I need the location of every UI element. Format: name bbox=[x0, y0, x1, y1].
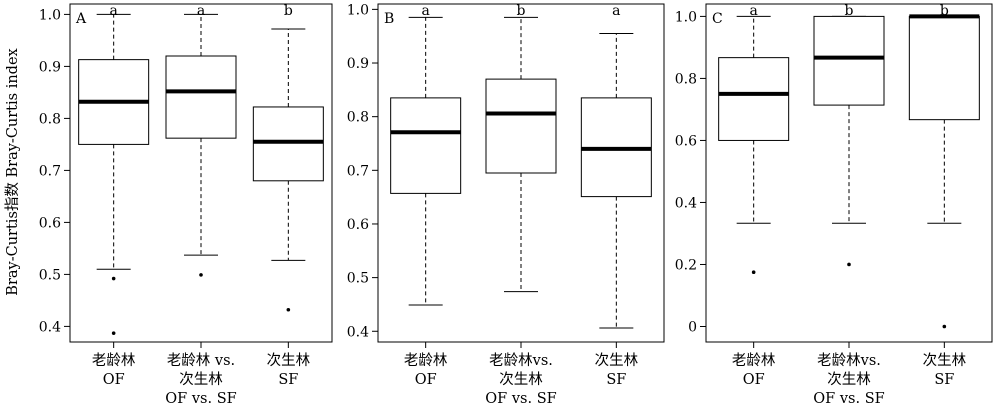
outlier-point bbox=[111, 276, 116, 281]
box-3: b 次生林 SF bbox=[908, 3, 980, 388]
category-label: 次生林 bbox=[179, 371, 223, 388]
category-label: 次生林 bbox=[923, 352, 967, 369]
significance-letter: a bbox=[612, 3, 620, 19]
box-1: a 老龄林 OF bbox=[390, 3, 462, 388]
y-tick-label: 1.0 bbox=[347, 2, 369, 18]
outlier-point bbox=[942, 324, 947, 329]
iqr-box bbox=[813, 15, 885, 106]
significance-letter: a bbox=[197, 3, 205, 19]
significance-letter: a bbox=[749, 3, 757, 19]
box-2: b 老龄林vs. 次生林 OF vs. SF bbox=[813, 3, 884, 406]
y-tick-label: 0.5 bbox=[347, 271, 369, 287]
box-1: a 老龄林 OF bbox=[718, 3, 790, 388]
y-axis-label: Bray-Curtis指数 Bray-Curtis index bbox=[4, 48, 21, 295]
y-tick-label: 0.2 bbox=[675, 257, 697, 273]
y-tick-label: 0.9 bbox=[39, 59, 61, 75]
y-tick-label: 1.0 bbox=[39, 7, 61, 23]
category-label: OF vs. SF bbox=[165, 391, 236, 406]
category-label: 次生林 bbox=[827, 371, 871, 388]
y-tick-label: 0.4 bbox=[39, 319, 61, 335]
panel-label: C bbox=[712, 11, 723, 27]
category-label: 老龄林vs. bbox=[489, 352, 553, 369]
category-label: 老龄林 vs. bbox=[167, 352, 235, 369]
y-tick-label: 0.8 bbox=[675, 71, 697, 87]
significance-letter: a bbox=[421, 3, 429, 19]
outlier-point bbox=[111, 331, 116, 335]
iqr-box bbox=[485, 78, 557, 174]
panel-label: A bbox=[75, 11, 87, 27]
iqr-box bbox=[718, 57, 790, 141]
category-label: 次生林 bbox=[499, 371, 543, 388]
significance-letter: a bbox=[109, 3, 117, 19]
box-3: a 次生林 SF bbox=[580, 3, 652, 388]
y-tick-label: 0.9 bbox=[347, 56, 369, 72]
significance-letter: b bbox=[517, 3, 526, 19]
outlier-point bbox=[286, 307, 291, 312]
y-tick-label: 0.6 bbox=[675, 133, 697, 149]
category-label: OF vs. SF bbox=[485, 391, 556, 406]
category-label: OF vs. SF bbox=[813, 391, 884, 406]
category-label: SF bbox=[934, 372, 954, 388]
box-3: b 次生林 SF bbox=[252, 3, 324, 388]
category-label: SF bbox=[278, 372, 298, 388]
category-label: 次生林 bbox=[267, 352, 311, 369]
chart-panels: A 0.4 0.5 0.6 0.7 0.8 0.9 1.0 a 老龄林 OF a 老龄林 vs. 次生林 O… bbox=[39, 2, 993, 406]
category-label: 老龄林vs. bbox=[817, 352, 881, 369]
y-tick-label: 0.4 bbox=[675, 195, 697, 211]
y-tick-label: 0.8 bbox=[39, 111, 61, 127]
significance-letter: b bbox=[845, 3, 854, 19]
significance-letter: b bbox=[940, 3, 949, 19]
outlier-point bbox=[751, 270, 756, 275]
box-1: a 老龄林 OF bbox=[78, 3, 150, 388]
iqr-box bbox=[908, 15, 980, 121]
significance-letter: b bbox=[284, 3, 293, 19]
iqr-box bbox=[252, 106, 324, 182]
category-label: 老龄林 bbox=[732, 352, 776, 369]
category-label: SF bbox=[606, 372, 626, 388]
iqr-box bbox=[390, 97, 462, 194]
iqr-box bbox=[165, 55, 237, 139]
box-2: a 老龄林 vs. 次生林 OF vs. SF bbox=[165, 3, 236, 406]
y-tick-label: 0 bbox=[688, 319, 697, 335]
y-tick-label: 0.6 bbox=[39, 215, 61, 231]
category-label: 次生林 bbox=[595, 352, 639, 369]
y-tick-label: 0.6 bbox=[347, 217, 369, 233]
category-label: 老龄林 bbox=[92, 352, 136, 369]
y-tick-label: 0.8 bbox=[347, 110, 369, 126]
y-tick-label: 0.5 bbox=[39, 267, 61, 283]
y-tick-label: 0.4 bbox=[347, 324, 369, 340]
chart-panel-a: A 0.4 0.5 0.6 0.7 0.8 0.9 1.0 a 老龄林 OF a 老龄林 vs. 次生林 O… bbox=[39, 3, 333, 406]
y-tick-label: 1.0 bbox=[675, 9, 697, 25]
y-tick-label: 0.7 bbox=[39, 163, 61, 179]
panel-label: B bbox=[384, 11, 394, 27]
category-label: OF bbox=[415, 372, 437, 388]
category-label: OF bbox=[743, 372, 765, 388]
outlier-point bbox=[199, 273, 203, 277]
y-tick-label: 0.7 bbox=[347, 163, 369, 179]
category-label: OF bbox=[103, 372, 125, 388]
chart-panel-c: C 0 0.2 0.4 0.6 0.8 1.0 a 老龄林 OF b 老龄林vs. 次生林 OF vs. … bbox=[675, 3, 993, 406]
category-label: 老龄林 bbox=[404, 352, 448, 369]
outlier-point bbox=[847, 262, 851, 267]
box-2: b 老龄林vs. 次生林 OF vs. SF bbox=[485, 3, 556, 406]
chart-panel-b: B 0.4 0.5 0.6 0.7 0.8 0.9 1.0 a 老龄林 OF b 老龄林vs. 次生林 OF… bbox=[347, 2, 665, 406]
